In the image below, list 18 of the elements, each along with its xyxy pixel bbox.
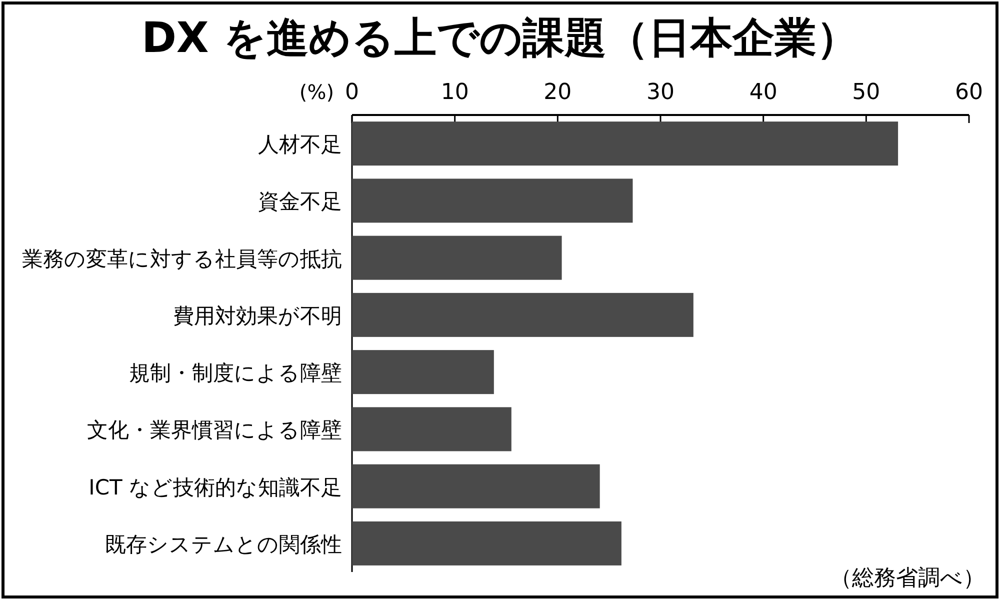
y-tick-label: 費用対効果が不明 [173,304,342,328]
y-tick-label: 文化・業界慣習による障壁 [87,418,342,442]
y-tick-label: 資金不足 [258,190,342,214]
x-tick-label: 20 [544,80,572,105]
x-tick-label: 60 [955,80,983,105]
y-tick-label: 人材不足 [258,132,342,157]
y-tick-label: 既存システムとの関係性 [105,532,342,556]
x-tick-label: 40 [749,80,778,105]
x-tick-label: 30 [646,80,674,105]
y-tick-label: ICT など技術的な知識不足 [88,475,342,500]
x-tick-label: 0 [345,80,359,105]
x-tick-label: 10 [440,80,469,105]
y-tick-label: 業務の変革に対する社員等の抵抗 [22,246,342,271]
title: DX を進める上での課題（日本企業） [142,13,858,62]
x-axis-title: (%) [299,80,334,104]
y-tick-label: 規制・制度による障壁 [129,361,342,386]
x-tick-label: 50 [852,80,880,105]
annotation: （総務省調べ） [830,566,985,591]
